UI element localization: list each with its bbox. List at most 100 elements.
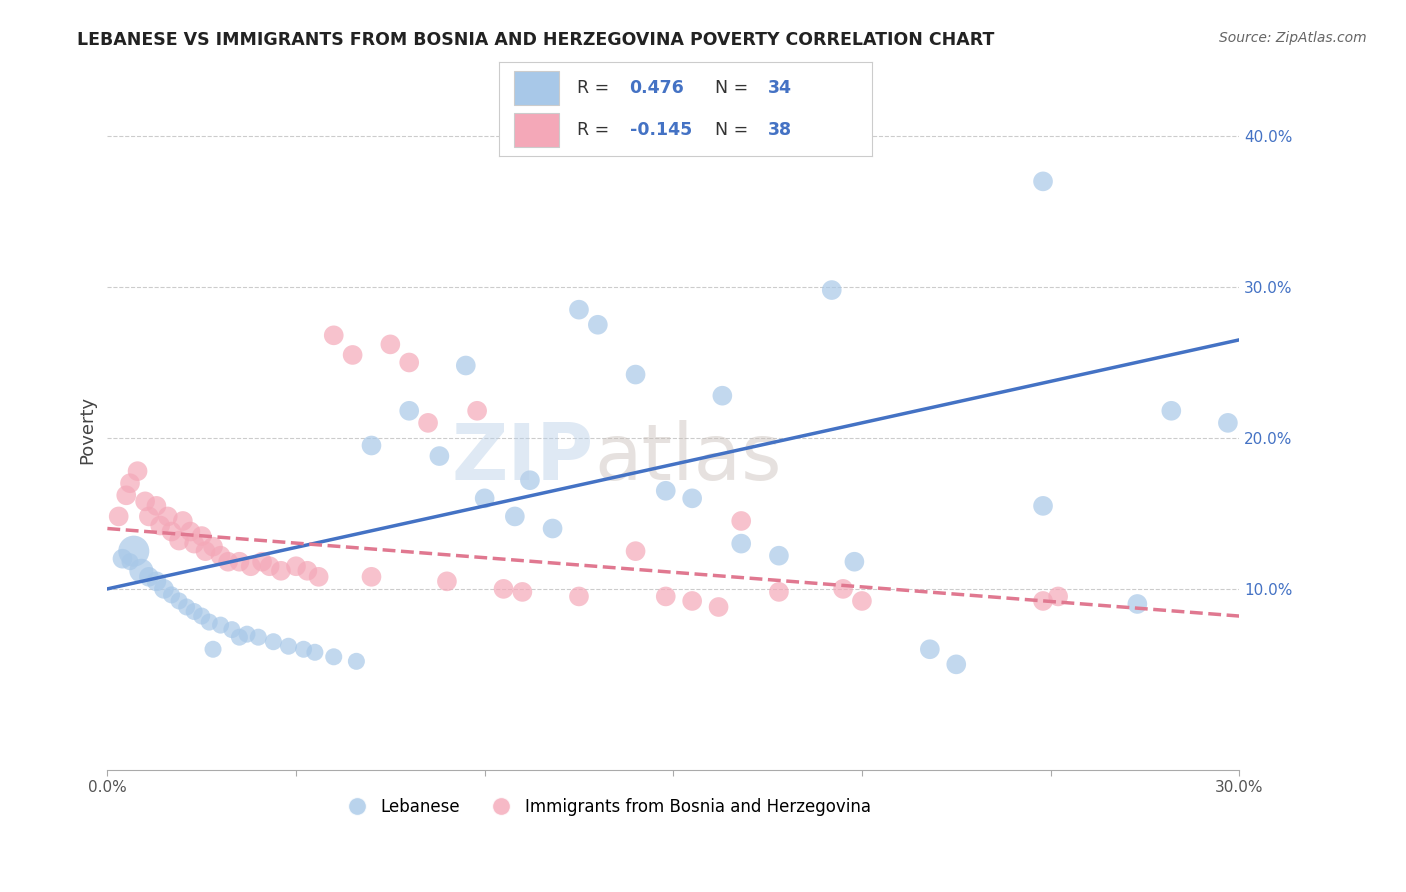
Point [1216,416,1239,430]
Point [519,473,541,487]
Point [285,559,308,574]
Point [277,639,299,653]
Point [322,328,344,343]
Point [190,609,212,624]
Point [179,524,201,539]
Point [1047,590,1070,604]
Point [474,491,496,506]
Point [322,649,344,664]
Point [190,529,212,543]
Point [541,522,564,536]
Point [145,574,167,589]
Point [360,438,382,452]
Point [149,518,172,533]
Point [167,594,190,608]
Point [262,634,284,648]
Point [624,368,647,382]
Text: 0.476: 0.476 [630,78,685,96]
Point [134,494,156,508]
Point [436,574,458,589]
Text: R =: R = [578,78,614,96]
Point [270,564,292,578]
Point [138,509,160,524]
FancyBboxPatch shape [515,113,558,147]
Point [118,476,141,491]
Point [145,499,167,513]
Point [454,359,477,373]
Point [398,404,420,418]
Point [176,599,198,614]
Point [156,509,179,524]
Point [624,544,647,558]
Point [832,582,855,596]
Point [209,549,232,563]
Point [1160,404,1182,418]
Point [118,555,141,569]
Point [503,509,526,524]
Point [586,318,609,332]
Point [707,599,730,614]
Point [681,491,703,506]
Point [127,464,149,478]
Point [730,536,752,550]
Point [228,630,250,644]
Point [380,337,402,351]
Point [236,627,259,641]
Text: N =: N = [716,78,754,96]
Text: N =: N = [716,121,754,139]
Point [122,544,145,558]
Point [194,544,217,558]
Point [768,585,790,599]
Point [1032,174,1054,188]
Point [202,540,225,554]
Point [138,570,160,584]
Point [655,590,678,604]
Text: 38: 38 [768,121,792,139]
Point [1126,597,1149,611]
Text: R =: R = [578,121,614,139]
Point [711,389,734,403]
Text: -0.145: -0.145 [630,121,692,139]
Point [247,630,270,644]
Point [844,555,866,569]
Point [167,533,190,548]
Point [297,564,319,578]
Point [308,570,330,584]
Point [730,514,752,528]
Point [160,588,183,602]
Point [568,302,591,317]
Point [360,570,382,584]
Point [228,555,250,569]
Point [221,623,243,637]
Text: Source: ZipAtlas.com: Source: ZipAtlas.com [1219,31,1367,45]
Point [292,642,315,657]
Point [202,642,225,657]
Point [217,555,239,569]
Point [153,582,176,596]
Point [821,283,844,297]
FancyBboxPatch shape [515,70,558,104]
Point [918,642,941,657]
Text: atlas: atlas [595,419,782,496]
Point [131,564,153,578]
Point [416,416,439,430]
Text: 34: 34 [768,78,792,96]
Point [160,524,183,539]
Point [209,618,232,632]
Point [172,514,194,528]
Point [398,355,420,369]
Point [1032,499,1054,513]
Point [465,404,488,418]
Text: LEBANESE VS IMMIGRANTS FROM BOSNIA AND HERZEGOVINA POVERTY CORRELATION CHART: LEBANESE VS IMMIGRANTS FROM BOSNIA AND H… [77,31,994,49]
Point [429,449,451,463]
Point [655,483,678,498]
Point [304,645,326,659]
Point [259,559,281,574]
Point [115,488,138,502]
Point [568,590,591,604]
Point [768,549,790,563]
Point [107,509,129,524]
Point [342,348,364,362]
Point [183,536,205,550]
Point [851,594,873,608]
